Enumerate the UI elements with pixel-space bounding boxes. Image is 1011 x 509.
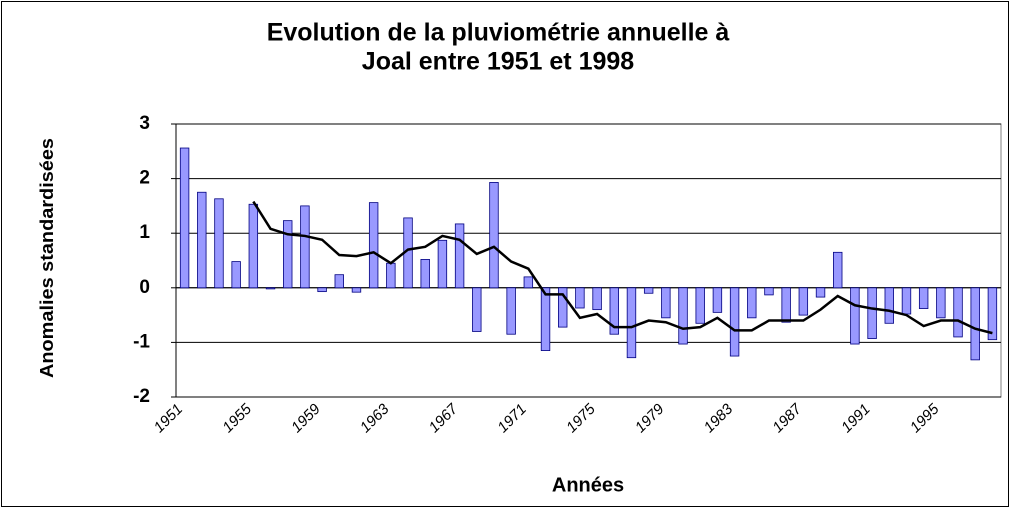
bar bbox=[798, 287, 809, 316]
bar bbox=[506, 287, 516, 335]
bar bbox=[626, 287, 637, 359]
bar bbox=[368, 202, 379, 289]
bar bbox=[420, 259, 430, 289]
bar bbox=[643, 287, 654, 294]
chart-title: Evolution de la pluviométrie annuelle à bbox=[267, 19, 730, 47]
bar bbox=[214, 198, 224, 289]
bar bbox=[712, 287, 723, 313]
bar bbox=[300, 205, 310, 289]
y-tick-label: -1 bbox=[133, 331, 150, 352]
bar bbox=[489, 182, 499, 289]
bar bbox=[747, 287, 757, 319]
bar bbox=[472, 287, 482, 332]
bar bbox=[540, 287, 551, 351]
bar bbox=[334, 274, 344, 289]
bar bbox=[850, 287, 860, 345]
bar bbox=[918, 287, 929, 309]
bar bbox=[283, 220, 293, 289]
bar bbox=[558, 287, 568, 328]
y-tick-label: 3 bbox=[139, 113, 150, 134]
bar bbox=[729, 287, 740, 357]
moving-average-line bbox=[252, 200, 993, 335]
chart-title: Joal entre 1951 et 1998 bbox=[362, 48, 634, 76]
bar bbox=[884, 287, 894, 324]
bar bbox=[197, 191, 207, 289]
y-tick-label: 2 bbox=[139, 168, 150, 189]
bar bbox=[523, 276, 534, 289]
bar bbox=[179, 147, 190, 289]
bar bbox=[987, 287, 998, 341]
bar bbox=[953, 287, 963, 338]
plot-area bbox=[175, 123, 1002, 398]
bar bbox=[867, 287, 877, 339]
bar bbox=[386, 262, 396, 289]
bar bbox=[678, 287, 688, 345]
bar bbox=[265, 287, 276, 290]
y-tick-label: -2 bbox=[133, 386, 150, 407]
y-tick-label: 0 bbox=[139, 277, 150, 298]
bar bbox=[781, 287, 791, 323]
bar bbox=[815, 287, 826, 298]
bar bbox=[231, 261, 241, 289]
bar bbox=[592, 287, 602, 311]
bar bbox=[454, 223, 465, 289]
bar bbox=[437, 239, 448, 289]
bar bbox=[970, 287, 980, 361]
bar bbox=[248, 203, 259, 289]
bar bbox=[351, 287, 362, 293]
bar bbox=[609, 287, 619, 335]
bar bbox=[936, 287, 946, 319]
y-axis-label: Anomalies standardisées bbox=[37, 138, 57, 378]
bar bbox=[661, 287, 671, 319]
bar bbox=[764, 287, 774, 296]
bar bbox=[695, 287, 705, 324]
x-axis-label: Années bbox=[552, 474, 624, 496]
bar bbox=[901, 287, 912, 315]
y-tick-label: 1 bbox=[139, 222, 150, 243]
bar bbox=[317, 287, 327, 293]
bar bbox=[833, 251, 843, 289]
bar bbox=[575, 287, 585, 309]
